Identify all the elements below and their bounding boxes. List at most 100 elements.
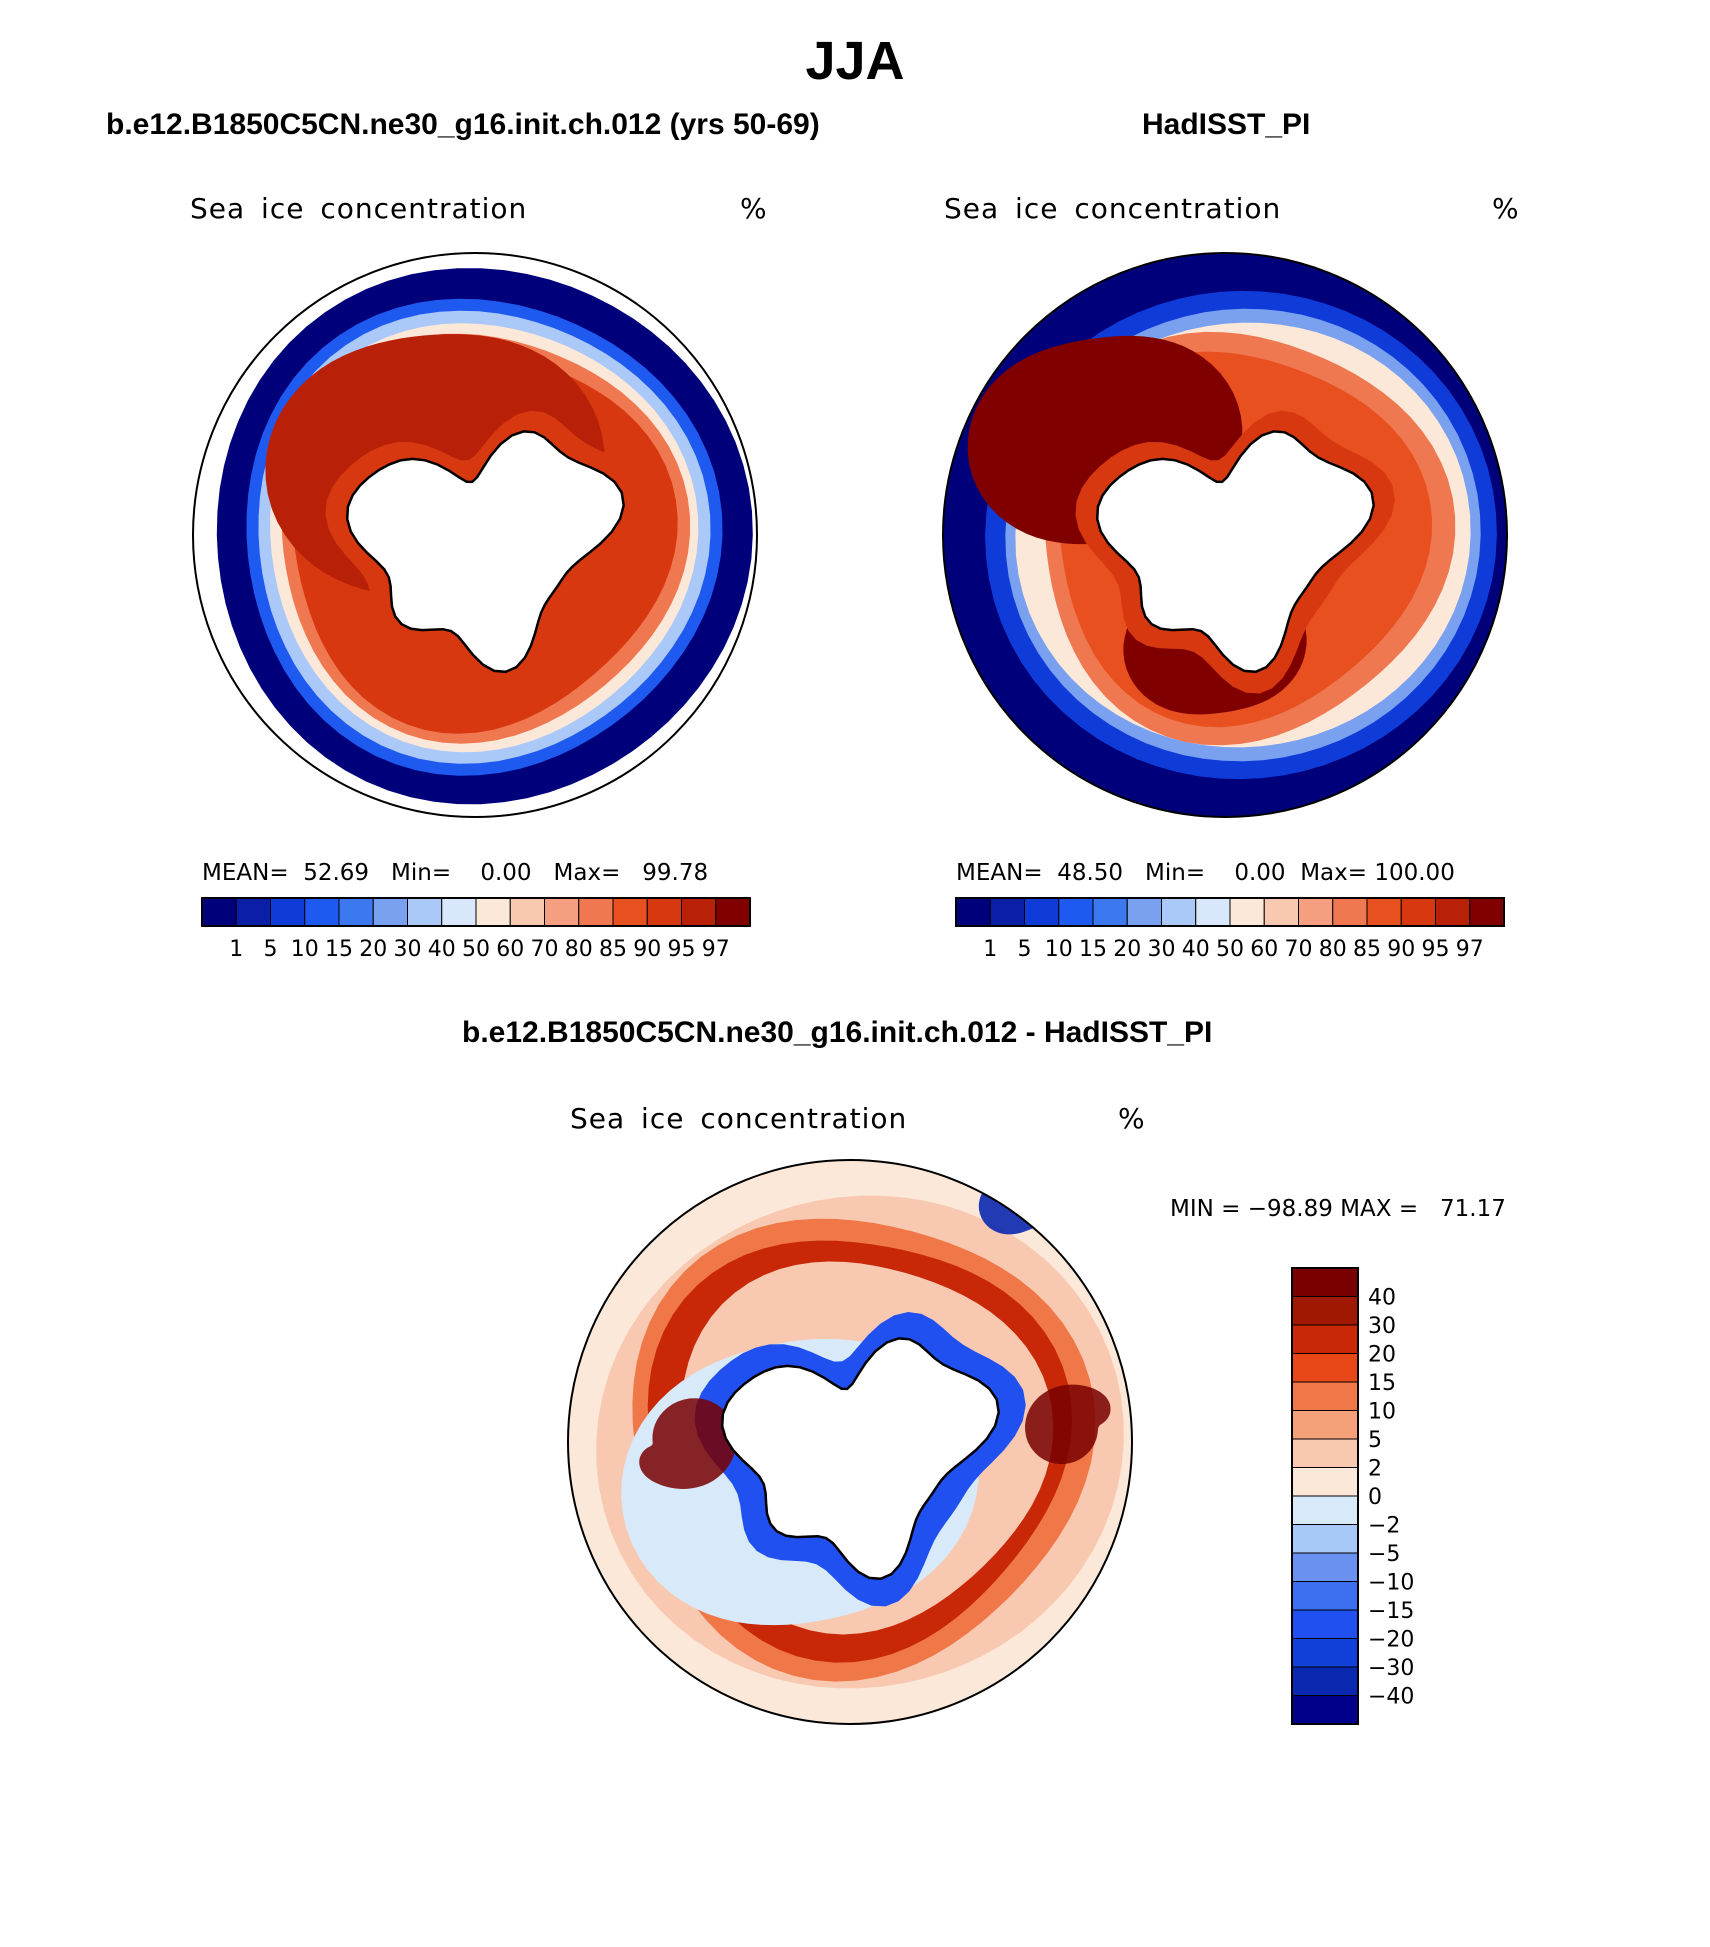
- contour-band-model-5: [281, 333, 690, 744]
- diff-min-band-north: [978, 1165, 1082, 1235]
- colorbar-box-obs-9: [1263, 897, 1299, 927]
- colorbar-tick-diff-6: 2: [1368, 1457, 1382, 1482]
- map-border-model: [192, 252, 758, 818]
- colorbar-box-obs-0: [955, 897, 991, 927]
- colorbar-tick-diff-11: −15: [1368, 1599, 1414, 1624]
- colorbar-box-obs-15: [1469, 897, 1505, 927]
- mean-value: 52.69: [303, 860, 370, 886]
- contour-band-model-4: [270, 323, 699, 753]
- map-model: [192, 252, 758, 818]
- colorbar-tick-diff-5: 5: [1368, 1428, 1382, 1453]
- contour-band-obs-5: [1058, 351, 1432, 728]
- colorbar-tick-model-8: 60: [496, 937, 524, 962]
- contour-band-obs-3: [1015, 322, 1471, 748]
- map-diff: [567, 1159, 1133, 1725]
- colorbar-tick-obs-10: 80: [1319, 937, 1347, 962]
- contour-band-obs-0: [943, 253, 1507, 817]
- colorbar-box-model-13: [646, 897, 682, 927]
- colorbar-tick-obs-4: 20: [1113, 937, 1141, 962]
- colorbar-box-obs-2: [1024, 897, 1060, 927]
- colorbar-box-diff-5: [1291, 1410, 1359, 1440]
- units-label-diff: %: [1118, 1102, 1146, 1135]
- units-label-obs: %: [1492, 192, 1520, 225]
- colorbar-box-obs-7: [1195, 897, 1231, 927]
- contour-band-model-3: [258, 310, 711, 764]
- colorbar-box-model-10: [544, 897, 580, 927]
- colorbar-tick-obs-13: 95: [1422, 937, 1450, 962]
- antarctica-coastline-model: [345, 430, 625, 674]
- max-value: 100.00: [1374, 860, 1455, 886]
- colorbar-box-model-9: [509, 897, 545, 927]
- colorbar-box-model-14: [681, 897, 717, 927]
- colorbar-tick-obs-14: 97: [1456, 937, 1484, 962]
- colorbar-tick-diff-8: −2: [1368, 1514, 1400, 1539]
- contour-band-diff-6: [694, 1312, 1026, 1607]
- colorbar-box-model-4: [338, 897, 374, 927]
- max-label: Max=: [1300, 860, 1368, 886]
- panel-title-diff: b.e12.B1850C5CN.ne30_g16.init.ch.012 - H…: [462, 1016, 1213, 1049]
- colorbar-box-model-7: [441, 897, 477, 927]
- min-value: 0.00: [480, 860, 532, 886]
- variable-label-diff: Sea ice concentration: [570, 1102, 908, 1135]
- colorbar-obs: 1 5 10 15 20 30 40 50 60 70 80 85 90 95 97: [955, 897, 1505, 962]
- colorbar-tick-model-14: 97: [702, 937, 730, 962]
- colorbar-tick-obs-6: 40: [1182, 937, 1210, 962]
- colorbar-tick-obs-5: 30: [1148, 937, 1176, 962]
- stats-model: MEAN= 52.69 Min= 0.00 Max= 99.78: [202, 860, 708, 886]
- contour-band-diff-5: [621, 1338, 979, 1626]
- units-label-model: %: [740, 192, 768, 225]
- colorbar-box-diff-3: [1291, 1353, 1359, 1383]
- colorbar-box-model-12: [612, 897, 648, 927]
- contour-band-obs-6: [967, 335, 1243, 545]
- colorbar-box-obs-4: [1092, 897, 1128, 927]
- variable-label-obs: Sea ice concentration: [944, 192, 1282, 225]
- mean-label: MEAN=: [202, 860, 289, 886]
- contour-band-obs-8: [1075, 410, 1395, 694]
- colorbar-box-model-3: [304, 897, 340, 927]
- colorbar-tick-obs-9: 70: [1285, 937, 1313, 962]
- colorbar-box-diff-13: [1291, 1638, 1359, 1668]
- colorbar-tick-model-13: 95: [668, 937, 696, 962]
- colorbar-tick-obs-3: 15: [1079, 937, 1107, 962]
- contour-band-diff-4: [681, 1261, 1054, 1635]
- colorbar-box-obs-11: [1332, 897, 1368, 927]
- colorbar-box-obs-14: [1435, 897, 1471, 927]
- colorbar-box-diff-9: [1291, 1524, 1359, 1554]
- min-value: −98.89: [1247, 1196, 1333, 1222]
- colorbar-tick-diff-10: −10: [1368, 1571, 1414, 1596]
- colorbar-box-model-5: [372, 897, 408, 927]
- colorbar-tick-diff-14: −40: [1368, 1685, 1414, 1710]
- min-label: MIN =: [1170, 1196, 1241, 1222]
- colorbar-box-diff-2: [1291, 1324, 1359, 1354]
- contour-band-diff-0: [568, 1160, 1132, 1724]
- stats-diff: MIN = −98.89 MAX = 71.17: [1170, 1196, 1506, 1222]
- diff-max-band-east: [1025, 1384, 1111, 1465]
- contour-band-model-7: [265, 334, 605, 596]
- colorbar-model: 1 5 10 15 20 30 40 50 60 70 80 85 90 95 97: [201, 897, 751, 962]
- contour-band-obs-1: [985, 290, 1497, 780]
- colorbar-box-obs-6: [1161, 897, 1197, 927]
- colorbar-box-model-1: [235, 897, 271, 927]
- contour-band-obs-2: [1005, 308, 1481, 762]
- contour-band-obs-4: [1044, 331, 1456, 746]
- page-title: JJA: [805, 31, 905, 91]
- panel-title-model: b.e12.B1850C5CN.ne30_g16.init.ch.012 (yr…: [106, 108, 820, 141]
- colorbar-tick-model-10: 80: [565, 937, 593, 962]
- diff-max-band-west: [639, 1398, 737, 1489]
- colorbar-box-obs-1: [989, 897, 1025, 927]
- colorbar-box-model-15: [715, 897, 751, 927]
- max-label: MAX =: [1340, 1196, 1419, 1222]
- min-label: Min=: [391, 860, 452, 886]
- colorbar-box-diff-0: [1291, 1267, 1359, 1297]
- max-value: 99.78: [642, 860, 709, 886]
- colorbar-box-model-2: [270, 897, 306, 927]
- colorbar-box-obs-5: [1126, 897, 1162, 927]
- colorbar-box-model-0: [201, 897, 237, 927]
- colorbar-box-model-8: [475, 897, 511, 927]
- min-label: Min=: [1145, 860, 1206, 886]
- colorbar-tick-obs-11: 85: [1353, 937, 1381, 962]
- colorbar-box-obs-10: [1298, 897, 1334, 927]
- mean-label: MEAN=: [956, 860, 1043, 886]
